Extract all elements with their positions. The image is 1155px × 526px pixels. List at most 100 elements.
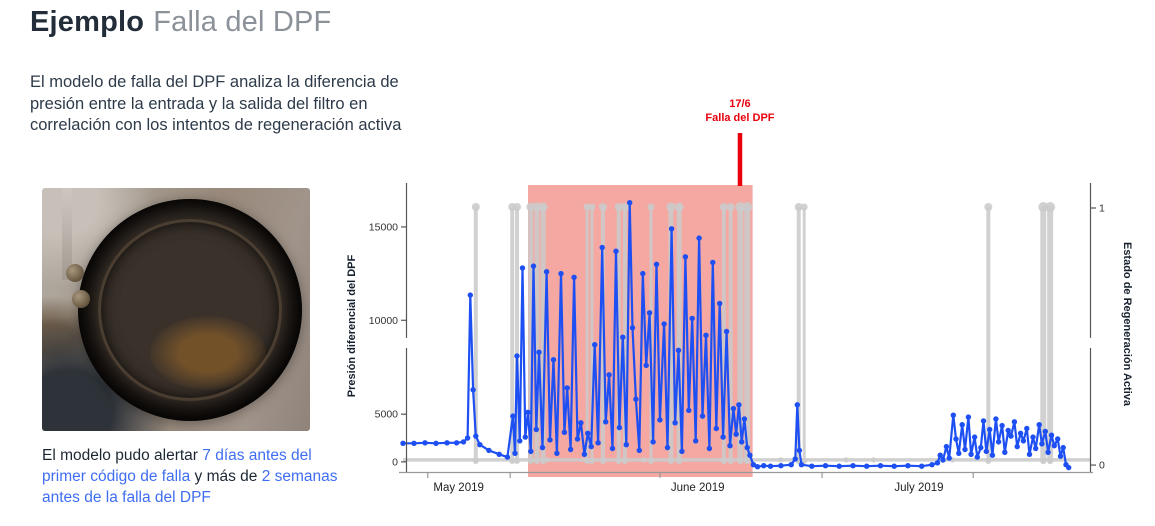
pressure-marker: [727, 443, 733, 449]
intro-paragraph: El modelo de falla del DPF analiza la di…: [30, 73, 402, 134]
pressure-marker: [675, 347, 682, 353]
pressure-marker: [1024, 425, 1030, 432]
pressure-marker: [400, 440, 406, 446]
failure-event-label: Falla del DPF: [705, 112, 774, 124]
pressure-marker: [987, 426, 993, 433]
pressure-marker: [470, 387, 476, 393]
pressure-marker: [592, 342, 598, 348]
pressure-marker: [411, 440, 417, 446]
pressure-marker: [978, 444, 984, 451]
photo-pipe-detail: [62, 188, 72, 280]
dpf-soot-smudge: [150, 316, 266, 390]
regen-event-cap: [588, 203, 596, 211]
pressure-marker: [905, 463, 911, 469]
pressure-marker: [1039, 441, 1045, 447]
pressure-marker: [640, 270, 646, 277]
pressure-marker: [646, 310, 653, 316]
pressure-marker: [643, 362, 649, 369]
pressure-marker: [943, 443, 950, 450]
pressure-marker: [650, 439, 656, 445]
pressure-marker: [522, 434, 528, 440]
pressure-marker: [554, 450, 560, 456]
pressure-marker: [636, 447, 642, 454]
pressure-marker: [623, 442, 629, 448]
pressure-marker: [980, 418, 987, 424]
pressure-marker: [929, 462, 935, 468]
bolt-detail: [66, 264, 84, 282]
pressure-marker: [661, 321, 667, 327]
page-title: Ejemplo Falla del DPF: [30, 6, 331, 39]
regen-event-cap: [513, 202, 522, 211]
pressure-marker: [796, 447, 803, 454]
regen-event-cap: [532, 202, 542, 212]
regen-event-cap: [583, 203, 591, 211]
pressure-marker: [550, 357, 557, 363]
regen-event-cap: [984, 202, 993, 211]
regen-event-base: [584, 458, 591, 464]
pressure-marker: [682, 254, 689, 260]
pressure-marker: [959, 422, 965, 428]
regen-event-cap: [598, 202, 607, 211]
alert-weeks-link[interactable]: 2 semanas antes de la falla del DPF: [42, 468, 338, 506]
regen-event-base: [514, 458, 521, 464]
caption-text: El modelo pudo alertar: [42, 447, 203, 464]
regen-event-cap: [742, 201, 753, 212]
pressure-marker: [460, 439, 467, 445]
pressure-marker: [723, 328, 730, 335]
pressure-marker: [733, 431, 739, 437]
pressure-marker: [822, 463, 829, 469]
pressure-marker: [696, 235, 702, 241]
pressure-marker: [1057, 453, 1064, 459]
pressure-marker: [536, 349, 542, 355]
pressure-marker: [1017, 430, 1024, 436]
title-sub: Falla del DPF: [153, 6, 332, 38]
pressure-marker: [999, 422, 1005, 429]
pressure-marker: [962, 446, 968, 453]
pressure-marker: [968, 451, 974, 457]
pressure-marker: [750, 462, 757, 468]
pressure-marker: [971, 434, 978, 440]
pressure-marker: [1066, 464, 1072, 471]
pressure-marker: [477, 442, 483, 448]
pressure-marker: [512, 450, 518, 456]
pressure-marker: [1026, 451, 1033, 457]
pressure-marker: [558, 270, 564, 277]
regen-event-base: [676, 458, 683, 464]
alert-days-link[interactable]: 7 días antes del primer código de falla: [42, 447, 312, 485]
pressure-markers: [400, 200, 1072, 471]
pressure-marker: [627, 200, 633, 206]
y-tick-label: 5000: [375, 409, 399, 421]
title-main: Ejemplo: [30, 6, 145, 38]
pressure-marker: [664, 444, 671, 451]
regen-event-cap: [471, 202, 480, 211]
pressure-marker: [989, 452, 996, 458]
pressure-marker: [754, 464, 761, 470]
pressure-marker: [599, 244, 605, 251]
pressure-marker: [950, 412, 956, 418]
regen-event-base: [615, 458, 622, 464]
pressure-marker: [693, 438, 699, 444]
pressure-marker: [467, 292, 473, 298]
regen-event-base: [1040, 458, 1047, 464]
regen-event-base: [472, 458, 479, 464]
y-axis-left-title: Presión diferencial del DPF: [346, 254, 358, 398]
regen-event-base: [588, 458, 595, 464]
regen-event-base: [667, 458, 674, 464]
pressure-marker: [543, 269, 550, 275]
pressure-marker: [433, 440, 439, 446]
caption-text: y más de: [190, 468, 262, 485]
regen-baseline-dot: [870, 457, 877, 463]
bolt-detail: [72, 290, 90, 308]
regen-event-cap: [1038, 201, 1049, 212]
y-tick-label: 15000: [369, 221, 398, 233]
pressure-marker: [1060, 444, 1066, 451]
dpf-photo: [42, 188, 310, 431]
pressure-marker: [533, 426, 539, 433]
pressure-marker: [965, 414, 972, 420]
pressure-marker: [792, 456, 798, 462]
pressure-marker: [778, 463, 784, 469]
regen-event-cap: [800, 203, 808, 211]
pressure-marker: [747, 452, 753, 458]
regen-event-base: [509, 458, 516, 464]
